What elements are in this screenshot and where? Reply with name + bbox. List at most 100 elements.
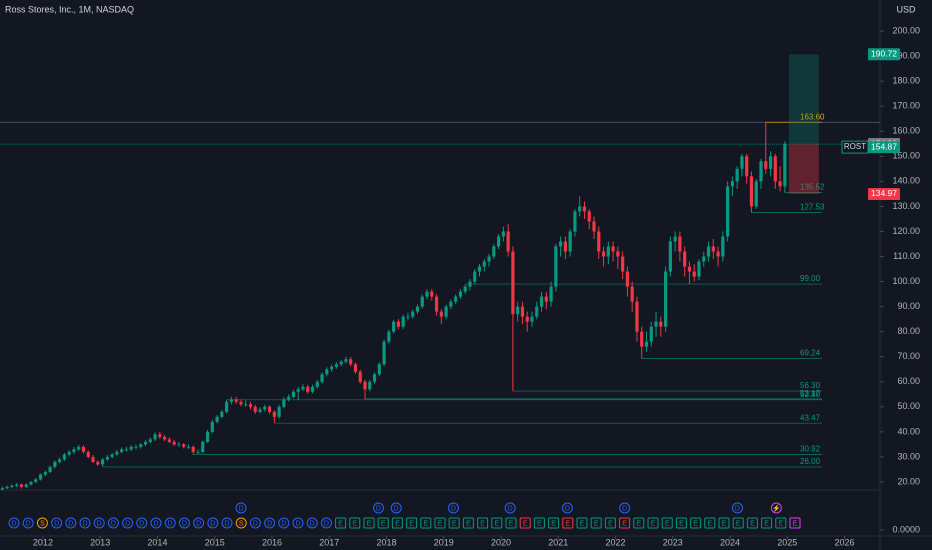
y-tick-label: 90.00 (897, 301, 920, 311)
event-icon (561, 502, 573, 514)
event-text: E (651, 520, 656, 527)
candle-body (754, 181, 758, 207)
candle-body (759, 161, 763, 182)
event-text: D (82, 520, 87, 527)
event-text: E (622, 520, 627, 527)
y-tick-label: 30.00 (897, 451, 920, 461)
candle-body (463, 286, 467, 292)
candle-body (458, 291, 463, 297)
event-text: E (693, 520, 698, 527)
candle-body (520, 306, 525, 317)
x-tick-label: 2014 (147, 537, 167, 547)
symbol-box (868, 141, 900, 154)
candle-body (96, 461, 100, 465)
event-text: E (452, 520, 457, 527)
event-text: E (409, 520, 414, 527)
candle-body (444, 306, 448, 317)
candle-body (363, 381, 367, 390)
y-tick-label: 80.00 (897, 326, 920, 336)
event-text: E (367, 520, 372, 527)
candle-body (406, 316, 410, 318)
event-text: D (153, 520, 158, 527)
x-tick-label: 2017 (319, 537, 339, 547)
candle-body (449, 301, 453, 307)
candle-body (239, 401, 243, 405)
candle-body (745, 156, 749, 177)
symbol-tag (841, 140, 869, 154)
candle-body (454, 296, 458, 302)
candle-body (415, 306, 420, 312)
event-icon (292, 517, 304, 529)
candle-body (186, 446, 191, 448)
candle-body (19, 484, 24, 487)
event-text: ⚡ (772, 503, 781, 512)
event-icon (604, 517, 616, 529)
y-tick-label: 50.00 (897, 401, 920, 411)
candle-body (77, 446, 81, 450)
candle-body (291, 391, 296, 397)
stop-label: 134.97 (871, 188, 897, 198)
event-icon (434, 517, 446, 529)
event-text: D (735, 505, 740, 512)
candle-body (706, 246, 711, 257)
event-icon (79, 517, 91, 529)
candle-body (687, 266, 692, 272)
event-icon (447, 502, 459, 514)
candle-body (368, 381, 372, 390)
candle-body (659, 321, 663, 327)
x-tick-label: 2024 (720, 537, 740, 547)
candle-body (559, 241, 563, 247)
candle-body (229, 399, 234, 402)
event-icon (150, 517, 162, 529)
event-icon (690, 517, 702, 529)
candle-body (182, 444, 186, 447)
candle-body (349, 359, 353, 365)
candle-body (234, 399, 238, 402)
event-icon (249, 517, 261, 529)
candle-body (5, 486, 9, 489)
currency[interactable]: USD (896, 4, 916, 14)
event-text: E (679, 520, 684, 527)
event-icon (477, 517, 489, 529)
candle-body (587, 211, 591, 222)
event-text: E (580, 520, 585, 527)
candle-body (516, 306, 520, 315)
target-zone (788, 54, 819, 145)
candle-body (177, 444, 181, 446)
candle-body (248, 404, 253, 407)
candle-body (91, 456, 95, 462)
candle-body (773, 156, 777, 182)
candle-body (482, 261, 486, 267)
candle-body (597, 231, 601, 252)
stop-label-box (868, 187, 900, 200)
x-tick-label: 2012 (33, 537, 53, 547)
candle-body (535, 306, 539, 317)
event-icon (661, 517, 673, 529)
event-text: E (423, 520, 428, 527)
event-text: D (68, 520, 73, 527)
event-icon (533, 517, 545, 529)
candle-body (702, 256, 706, 262)
level-label: 127.53 (800, 203, 825, 212)
candle-body (573, 211, 577, 232)
event-text: D (565, 505, 570, 512)
x-tick-label: 2015 (205, 537, 225, 547)
candle-body (644, 341, 649, 347)
candle-body (468, 281, 472, 287)
event-text: E (750, 520, 755, 527)
event-icon (761, 517, 773, 529)
candle-body (473, 271, 477, 282)
candle-body (353, 364, 358, 372)
event-text: E (778, 520, 783, 527)
candle-body (673, 236, 677, 242)
candle-body (29, 481, 33, 485)
event-icon (619, 502, 631, 514)
candle-body (43, 471, 47, 475)
event-icon (462, 517, 474, 529)
candle-body (258, 409, 262, 412)
candle-body (34, 479, 38, 482)
event-icon (746, 517, 758, 529)
level-label: 53.17 (800, 389, 821, 398)
event-text: D (168, 520, 173, 527)
x-tick-label: 2020 (491, 537, 511, 547)
